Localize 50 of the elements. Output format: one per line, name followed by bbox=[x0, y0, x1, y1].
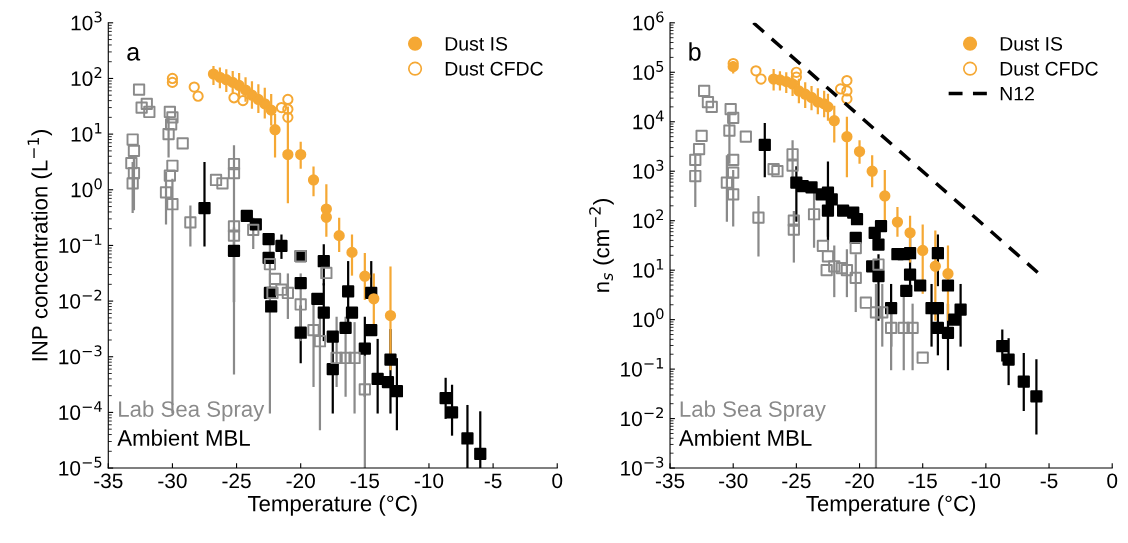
x-tick-label: -5 bbox=[484, 473, 502, 489]
y-tick-label: 10$^{1}$ bbox=[633, 258, 664, 278]
y-tick-label: 10$^{5}$ bbox=[633, 61, 664, 80]
x-tick-label: -20 bbox=[286, 473, 315, 489]
x-axis-title: Temperature (°C) bbox=[247, 495, 417, 516]
text: Lab Sea Spray bbox=[119, 400, 265, 422]
y-tick-label: 10$^{−3}$ bbox=[59, 345, 102, 365]
x-tick-label: -10 bbox=[414, 473, 444, 489]
y-tick-label: 10$^{2}$ bbox=[71, 67, 102, 87]
x-tick-label: -30 bbox=[719, 473, 748, 489]
y-axis-title: INP concentration (L$^{−1}$) bbox=[27, 129, 53, 361]
x-tick-label: -5 bbox=[1040, 473, 1058, 489]
legend-label: Dust CFDC bbox=[1000, 61, 1098, 76]
y-axis-title: n$_{s}$ (cm$^{−2}$) bbox=[589, 199, 614, 292]
x-tick-label: -30 bbox=[158, 473, 187, 489]
x-tick-label: -15 bbox=[908, 473, 937, 489]
text: Ambient MBL bbox=[678, 429, 812, 446]
annotation: a bbox=[127, 46, 141, 61]
legend-label: Dust CFDC bbox=[445, 61, 543, 76]
y-tick-label: 10$^{−1}$ bbox=[621, 357, 664, 377]
x-tick-label: -25 bbox=[782, 473, 811, 489]
y-tick-label: 10$^{1}$ bbox=[71, 122, 102, 142]
x-tick-label: -25 bbox=[222, 473, 251, 489]
x-tick-label: -35 bbox=[655, 473, 685, 489]
x-tick-label: 0 bbox=[552, 473, 563, 489]
legend-label: Dust IS bbox=[445, 36, 508, 51]
x-tick-label: 0 bbox=[1107, 473, 1118, 489]
x-tick-label: -20 bbox=[845, 473, 874, 489]
y-tick-label: 10$^{−2}$ bbox=[59, 289, 102, 309]
y-tick-label: 10$^{−2}$ bbox=[621, 407, 663, 427]
y-tick-label: 10$^{3}$ bbox=[633, 159, 664, 179]
y-tick-label: 10$^{6}$ bbox=[633, 11, 664, 31]
y-tick-label: 10$^{2}$ bbox=[633, 209, 664, 229]
x-tick-label: -35 bbox=[94, 473, 123, 489]
x-tick-label: -10 bbox=[971, 473, 1001, 489]
y-tick-label: 10$^{−3}$ bbox=[621, 456, 664, 476]
x-axis-title: Temperature (°C) bbox=[806, 495, 976, 516]
y-tick-label: 10$^{4}$ bbox=[633, 110, 664, 130]
y-tick-label: 10$^{−4}$ bbox=[59, 401, 102, 421]
annotation: b bbox=[689, 42, 701, 61]
y-tick-label: 10$^{3}$ bbox=[71, 11, 102, 31]
legend-label: Dust IS bbox=[1000, 36, 1063, 51]
y-tick-label: 10$^{0}$ bbox=[633, 308, 664, 328]
x-tick-label: -15 bbox=[350, 473, 380, 489]
text: Lab Sea Spray bbox=[680, 400, 826, 422]
y-tick-label: 10$^{0}$ bbox=[71, 178, 102, 198]
text: Ambient MBL bbox=[117, 429, 250, 446]
y-tick-label: 10$^{−5}$ bbox=[59, 456, 102, 476]
y-tick-label: 10$^{−1}$ bbox=[59, 234, 102, 254]
legend-label: N12 bbox=[1000, 86, 1034, 101]
